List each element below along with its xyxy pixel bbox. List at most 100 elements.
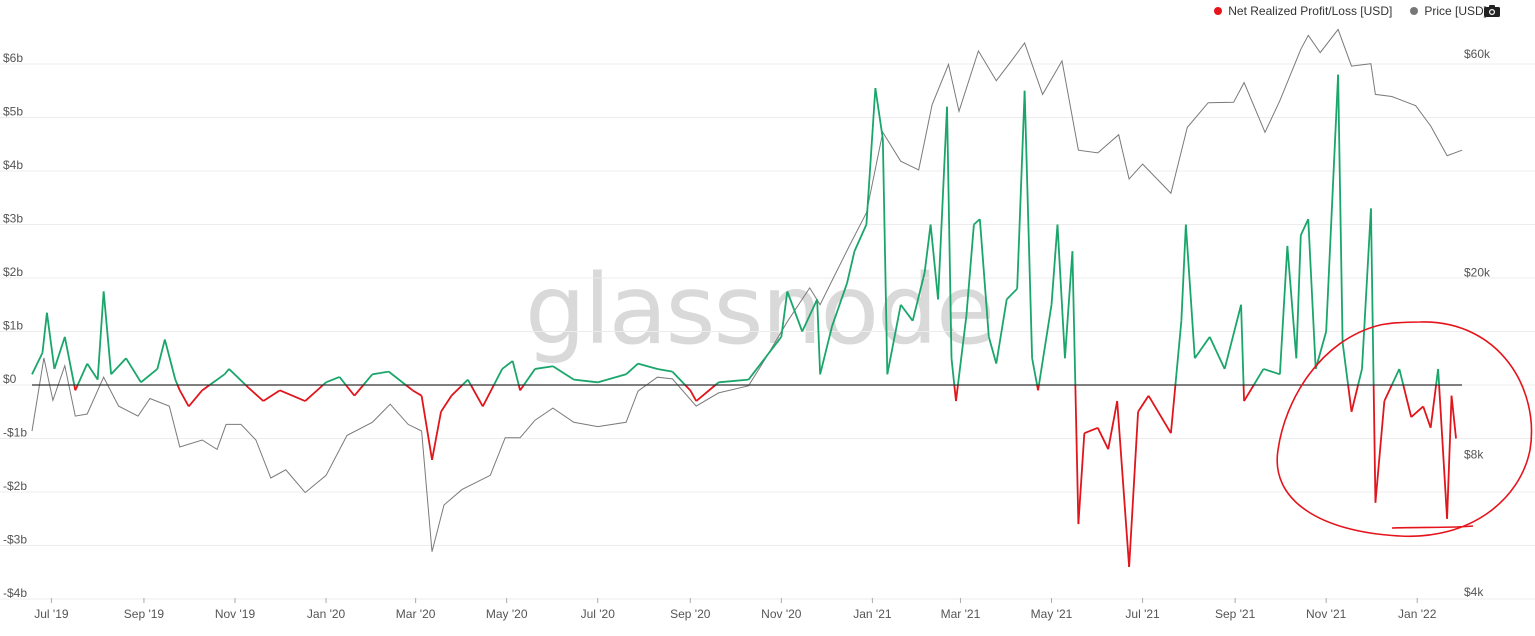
profit-segment [388, 370, 407, 386]
profit-segment [1278, 245, 1289, 375]
profit-segment [1038, 304, 1053, 386]
profit-segment [874, 87, 884, 140]
loss-segment [353, 384, 365, 397]
legend-item-price[interactable]: Price [USD] [1410, 4, 1487, 18]
profit-segment [1006, 288, 1018, 301]
profit-segment [209, 373, 226, 386]
loss-segment [1350, 384, 1359, 412]
profit-segment [534, 365, 554, 370]
camera-icon[interactable] [1483, 4, 1501, 18]
profit-segment [846, 251, 856, 284]
profit-segment [831, 283, 848, 327]
profit-segment [1341, 342, 1349, 386]
legend: Net Realized Profit/Loss [USD] Price [US… [1214, 4, 1487, 18]
profit-segment [1398, 368, 1405, 386]
x-tick-label: Jan '20 [307, 607, 346, 621]
profit-segment [511, 360, 520, 386]
loss-segment [519, 384, 525, 391]
loss-segment [1374, 400, 1386, 503]
loss-segment [1243, 384, 1255, 402]
profit-segment [973, 218, 981, 226]
profit-segment [965, 224, 975, 316]
loss-segment [450, 384, 464, 397]
loss-segment [684, 384, 691, 391]
x-tick-label: May '20 [486, 607, 528, 621]
x-tick-label: Sep '19 [124, 607, 165, 621]
loss-segment [1347, 384, 1353, 412]
profit-segment [1437, 368, 1440, 386]
x-tick-label: Nov '21 [1306, 607, 1347, 621]
profit-segment [156, 339, 166, 370]
legend-label-price: Price [USD] [1424, 4, 1487, 18]
loss-segment [247, 387, 264, 402]
legend-item-net-realized[interactable]: Net Realized Profit/Loss [USD] [1214, 4, 1392, 18]
profit-segment [764, 336, 783, 359]
loss-segment [1096, 427, 1110, 450]
profit-segment [1023, 90, 1034, 359]
loss-segment [470, 384, 484, 407]
loss-segment [176, 384, 181, 391]
profit-segment [1299, 218, 1310, 236]
annotation-ellipse [1276, 321, 1533, 537]
x-tick-label: Jan '22 [1398, 607, 1437, 621]
y-left-tick-label: $1b [3, 319, 23, 333]
y-left-tick-label: $6b [3, 51, 23, 65]
loss-segment [279, 389, 306, 402]
profit-segment [865, 88, 877, 225]
loss-segment [695, 384, 717, 402]
profit-segment [41, 312, 48, 353]
loss-segment [74, 384, 79, 391]
loss-segment [1438, 384, 1448, 519]
loss-segment [1128, 411, 1139, 567]
profit-segment [816, 299, 822, 375]
profit-segment [493, 368, 503, 386]
profit-segment [1031, 358, 1038, 386]
loss-segment [201, 384, 211, 392]
loss-segment [1074, 384, 1080, 525]
profit-segment [110, 357, 127, 375]
profit-segment [1357, 368, 1363, 386]
loss-segment [440, 395, 453, 413]
x-tick-label: May '21 [1031, 607, 1073, 621]
loss-segment [345, 384, 356, 397]
loss-segment [955, 384, 959, 402]
profit-segment [1064, 251, 1074, 359]
loss-segment [1429, 384, 1437, 428]
profit-segment [995, 299, 1008, 364]
profit-segment [1370, 208, 1375, 386]
profit-segment [53, 336, 66, 370]
y-right-tick-label: $20k [1464, 265, 1491, 279]
profit-segment [881, 138, 889, 375]
profit-segment [523, 368, 536, 386]
loss-segment [1402, 384, 1413, 418]
profit-segment [1240, 304, 1245, 386]
profit-segment [978, 219, 990, 337]
profit-segment [372, 370, 389, 376]
loss-segment [262, 389, 281, 402]
profit-segment [552, 365, 575, 381]
y-left-tick-label: -$3b [3, 533, 27, 547]
profit-segment [174, 379, 179, 386]
profit-segment [1180, 224, 1187, 321]
profit-segment [657, 368, 673, 373]
y-left-tick-label: $5b [3, 105, 23, 119]
y-left-tick-label: $3b [3, 212, 23, 226]
profit-segment [950, 358, 956, 386]
loss-segment [304, 384, 324, 402]
loss-segment [1410, 405, 1424, 418]
loss-segment [689, 389, 698, 402]
y-left-tick-label: -$4b [3, 586, 27, 600]
loss-segment [1446, 395, 1453, 519]
loss-segment [1383, 384, 1393, 402]
loss-segment [412, 389, 423, 397]
profit-segment [1223, 304, 1242, 370]
profit-segment [911, 272, 926, 322]
profit-segment [1208, 336, 1226, 370]
profit-segment [1361, 208, 1372, 370]
profit-segment [1263, 368, 1281, 376]
price-line [31, 28, 1463, 552]
loss-segment [481, 384, 495, 407]
profit-segment [1016, 90, 1026, 289]
profit-segment [46, 312, 56, 370]
